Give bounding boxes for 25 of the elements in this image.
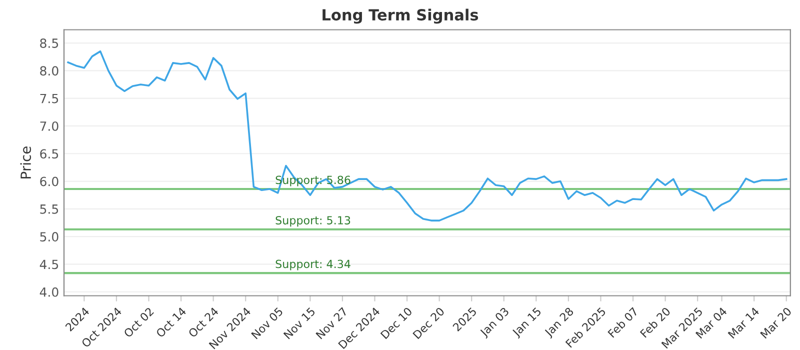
y-tick-label: 8.5 [40, 38, 58, 48]
y-tick-label: 6.5 [40, 149, 58, 159]
x-tick-label: Oct 24 [188, 306, 219, 338]
chart-title: Long Term Signals [322, 8, 478, 24]
x-tick-label: Jan 15 [511, 307, 544, 339]
y-tick-label: 8.0 [40, 66, 58, 76]
x-tick-label: Feb 07 [607, 306, 638, 338]
x-tick-label: Mar 14 [728, 306, 760, 339]
y-tick-label: 4.0 [40, 287, 58, 297]
x-tick-label: Dec 10 [380, 306, 413, 340]
y-tick-label: 4.5 [40, 260, 58, 270]
y-tick-label: 6.0 [40, 176, 58, 186]
x-tick-label: Feb 20 [640, 306, 671, 338]
x-tick-label: Mar 20 [760, 306, 792, 339]
y-tick-label: 5.0 [40, 232, 58, 242]
x-tick-label: Oct 02 [123, 307, 154, 338]
y-axis-title: Price [20, 146, 32, 178]
x-tick-label: Dec 20 [412, 306, 445, 340]
x-tick-label: Jan 03 [479, 306, 511, 339]
ref-line-label: Support: 4.34 [276, 260, 350, 270]
y-tick-label: 5.5 [40, 204, 58, 214]
ref-line-label: Support: 5.13 [276, 216, 350, 227]
x-tick-label: Oct 14 [156, 306, 187, 338]
y-tick-label: 7.5 [40, 94, 58, 104]
y-tick-label: 7.0 [40, 121, 58, 131]
